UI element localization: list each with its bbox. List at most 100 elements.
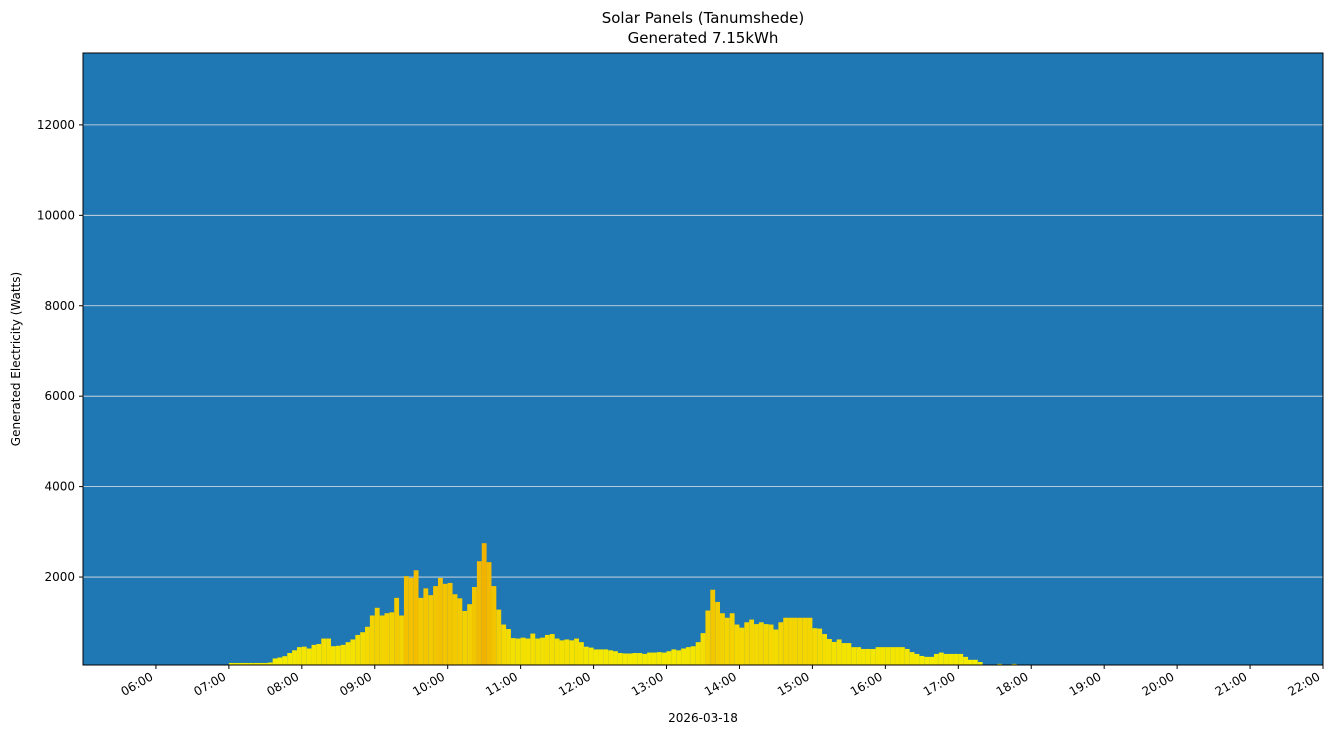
bar [292, 650, 297, 665]
bar [851, 647, 857, 665]
x-tick-label: 15:00 [775, 669, 812, 698]
bar [671, 649, 677, 665]
bar [958, 653, 964, 665]
bar [724, 617, 730, 665]
bar [501, 624, 507, 665]
bar [929, 656, 934, 665]
bar [559, 640, 565, 665]
bar [535, 638, 541, 665]
bar [467, 604, 473, 665]
bar [506, 629, 511, 665]
bar [428, 595, 434, 665]
bar [773, 629, 779, 665]
bar [394, 597, 400, 665]
x-tick-label: 13:00 [629, 669, 666, 698]
bar [262, 662, 268, 665]
bar [564, 639, 570, 665]
x-tick-label: 21:00 [1213, 669, 1250, 698]
bar [865, 648, 871, 665]
bar [875, 647, 881, 665]
x-tick-label: 09:00 [337, 669, 374, 698]
bar [729, 613, 735, 665]
bar [885, 647, 891, 665]
bar [797, 617, 803, 665]
plot-frame [82, 52, 1324, 666]
bar [233, 662, 239, 665]
bar [880, 647, 886, 665]
bar [972, 659, 978, 665]
bar [642, 653, 648, 665]
bar [827, 639, 832, 665]
bar [476, 561, 482, 665]
bar [720, 613, 725, 665]
bar [948, 653, 954, 665]
bar [496, 609, 502, 665]
y-axis: 2000 4000 6000 8000 10000 12000 [37, 118, 83, 584]
bar [345, 642, 351, 665]
bar [685, 647, 691, 665]
bar [316, 643, 322, 665]
bar [282, 656, 288, 665]
bar [462, 610, 468, 665]
bar [836, 639, 842, 665]
bar [807, 617, 813, 665]
y-tick-label: 6000 [44, 389, 75, 403]
bar [831, 641, 837, 665]
bar [437, 577, 443, 665]
x-tick-label: 10:00 [410, 669, 447, 698]
bar [579, 642, 584, 665]
bar [569, 640, 575, 665]
bar [734, 624, 740, 665]
bar [540, 637, 545, 665]
x-tick-label: 12:00 [556, 669, 593, 698]
bar [656, 652, 662, 665]
bar [491, 586, 497, 665]
x-tick-label: 11:00 [483, 669, 520, 698]
bar [841, 643, 847, 665]
bar [530, 633, 536, 665]
bar [963, 656, 969, 665]
bar [525, 638, 531, 665]
bar [613, 651, 618, 665]
bar [258, 662, 263, 665]
bar [238, 662, 244, 665]
bar [360, 632, 366, 665]
bar [651, 652, 657, 665]
bar [447, 582, 453, 665]
bar [715, 601, 721, 665]
bar [228, 662, 234, 665]
bar [403, 576, 409, 665]
x-tick-label: 17:00 [921, 669, 958, 698]
bar [768, 624, 774, 665]
bar [369, 615, 375, 665]
bar [301, 646, 307, 665]
bar [423, 588, 429, 665]
x-tick-label: 19:00 [1067, 669, 1104, 698]
bar [763, 624, 769, 665]
y-tick-label: 4000 [44, 480, 75, 494]
bar [997, 663, 1003, 665]
x-tick-label: 06:00 [118, 669, 155, 698]
x-tick-label: 18:00 [994, 669, 1031, 698]
bar [374, 607, 380, 665]
bar [617, 653, 623, 665]
bar [481, 543, 487, 665]
bar [739, 627, 745, 665]
x-tick-label: 08:00 [264, 669, 301, 698]
bar [637, 653, 643, 665]
bar [817, 628, 823, 665]
y-tick-label: 10000 [37, 208, 75, 222]
bar [953, 653, 959, 665]
x-axis-label: 2026-03-18 [668, 711, 738, 725]
bar [914, 653, 920, 665]
bar [608, 650, 614, 665]
bar [1011, 663, 1017, 665]
bar [968, 659, 973, 665]
bar [486, 562, 492, 665]
bar [778, 622, 784, 665]
bar [418, 597, 424, 665]
bar [661, 652, 667, 665]
bar [331, 646, 336, 665]
bar [574, 638, 579, 665]
bar [321, 638, 327, 665]
